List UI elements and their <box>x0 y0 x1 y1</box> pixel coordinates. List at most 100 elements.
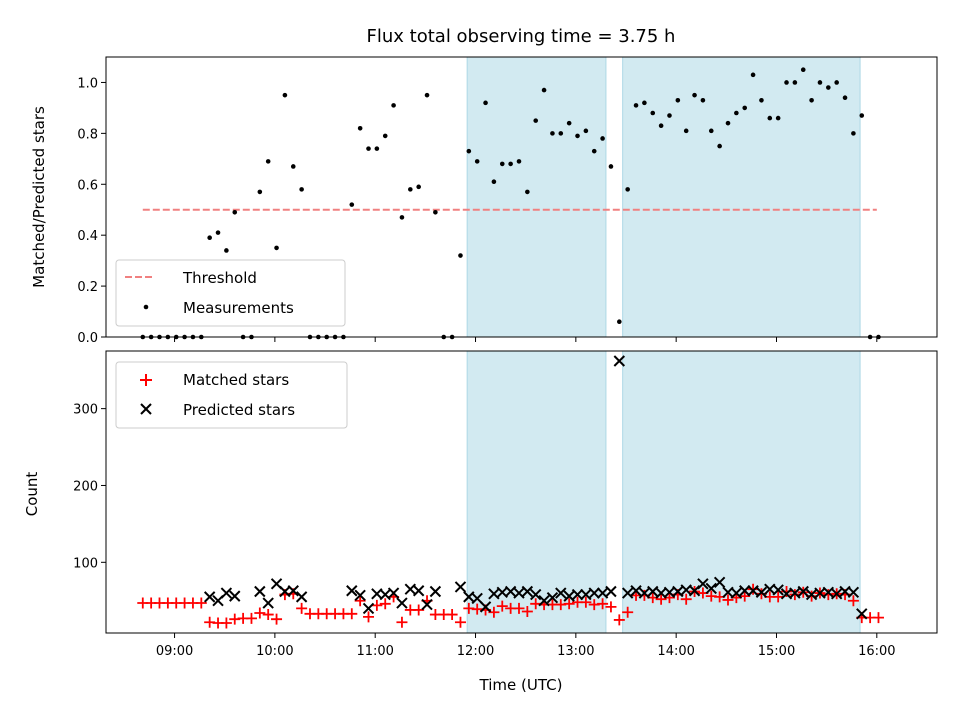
measurement-point <box>667 113 672 118</box>
predicted-star-points <box>203 355 868 620</box>
measurement-point <box>675 97 681 103</box>
top-x-ticks <box>174 337 878 342</box>
predicted-star-point <box>454 581 467 593</box>
predicted-star-point <box>571 588 584 601</box>
predicted-star-point <box>730 587 743 599</box>
predicted-star-point <box>262 597 274 609</box>
matched-star-point <box>346 608 358 620</box>
legend-measurements-swatch <box>143 304 149 310</box>
top-y-tick-label: 0.8 <box>77 127 98 142</box>
matched-star-point <box>722 594 734 606</box>
measurement-point <box>842 95 848 101</box>
predicted-star-point <box>847 586 860 598</box>
predicted-star-point <box>346 585 358 597</box>
bottom-y-axis-label: Count <box>23 472 41 517</box>
measurement-point <box>633 103 639 108</box>
measurement-point <box>566 120 572 126</box>
predicted-star-point <box>621 587 634 599</box>
legend-threshold-label: Threshold <box>182 269 257 287</box>
matched-star-point <box>563 598 575 610</box>
matched-star-point <box>271 613 283 625</box>
matched-star-point <box>220 617 232 629</box>
measurement-point <box>399 215 405 220</box>
measurement-point <box>257 189 263 195</box>
predicted-star-point <box>772 584 784 596</box>
measurement-point <box>357 125 363 131</box>
measurement-point <box>516 159 522 164</box>
predicted-star-point <box>220 587 233 599</box>
measurement-point <box>483 100 488 106</box>
matched-star-point <box>580 596 592 608</box>
measurement-point <box>491 179 497 185</box>
top-y-tick-label: 0.6 <box>77 178 98 193</box>
measurement-point <box>274 245 279 251</box>
measurement-point <box>499 161 505 167</box>
top-y-ticks: 0.0 0.2 0.4 0.6 0.8 1.0 <box>77 76 106 346</box>
legend-matched-swatch <box>140 374 152 386</box>
legend-predicted-label: Predicted stars <box>183 401 295 419</box>
bottom-panel: 100 200 300 09:00 10:00 11:00 12:00 13:00 14:00… <box>23 350 938 694</box>
measurement-point <box>474 159 480 164</box>
matched-star-point <box>772 591 784 603</box>
matched-star-point <box>622 606 634 618</box>
x-tick-label: 10:00 <box>256 644 293 659</box>
top-y-tick-label: 0.4 <box>77 229 98 244</box>
bottom-y-tick-label: 300 <box>73 403 98 418</box>
measurement-point <box>817 80 823 85</box>
measurement-point <box>382 133 388 139</box>
matched-star-point <box>680 593 692 605</box>
legend-predicted-swatch <box>140 403 152 415</box>
measurement-point <box>533 118 539 123</box>
predicted-star-point <box>421 598 433 611</box>
bottom-y-ticks: 100 200 300 <box>73 403 106 571</box>
matched-star-point <box>195 597 207 609</box>
predicted-star-point <box>287 585 299 597</box>
matched-star-point <box>597 598 609 610</box>
matched-star-point <box>296 602 308 614</box>
measurement-point <box>232 209 238 215</box>
predicted-star-point <box>755 586 768 598</box>
matched-star-point <box>789 589 801 601</box>
legend-measurements-label: Measurements <box>183 299 294 317</box>
top-observing-windows <box>466 56 861 338</box>
predicted-star-point <box>387 587 400 599</box>
bottom-y-tick-label: 100 <box>73 556 98 571</box>
predicted-star-point <box>688 585 701 597</box>
matched-star-point <box>739 590 751 602</box>
measurement-point <box>374 146 380 151</box>
measurement-point <box>826 85 831 90</box>
measurement-point <box>625 187 630 192</box>
predicted-star-point <box>203 591 216 603</box>
measurement-point <box>575 133 580 139</box>
matched-star-point <box>847 595 859 607</box>
predicted-star-point <box>295 591 308 603</box>
measurement-point <box>416 184 421 190</box>
matched-star-point <box>254 607 266 619</box>
predicted-star-point <box>546 591 559 604</box>
x-tick-label: 15:00 <box>758 644 795 659</box>
bottom-axes-frame <box>105 350 938 634</box>
measurement-point <box>851 131 856 136</box>
matched-star-point <box>521 605 533 617</box>
measurement-point <box>692 92 697 98</box>
x-tick-label: 09:00 <box>156 644 193 659</box>
predicted-star-point <box>254 585 266 598</box>
predicted-star-point <box>856 608 868 620</box>
measurement-point <box>541 87 547 93</box>
measurement-point <box>683 128 689 134</box>
matched-star-point <box>262 609 274 621</box>
matched-star-point <box>747 583 759 595</box>
matched-star-point <box>655 593 667 605</box>
matched-star-point <box>363 611 375 623</box>
measurement-point <box>290 164 296 169</box>
matched-star-point <box>379 598 391 610</box>
top-y-tick-label: 0.0 <box>77 331 98 346</box>
measurement-point <box>408 187 413 192</box>
x-axis-label: Time (UTC) <box>479 676 563 694</box>
predicted-star-point <box>713 576 726 588</box>
predicted-star-point <box>555 587 567 599</box>
measurement-point <box>224 248 229 253</box>
predicted-star-point <box>739 585 751 597</box>
bottom-observing-window-1 <box>466 350 607 634</box>
